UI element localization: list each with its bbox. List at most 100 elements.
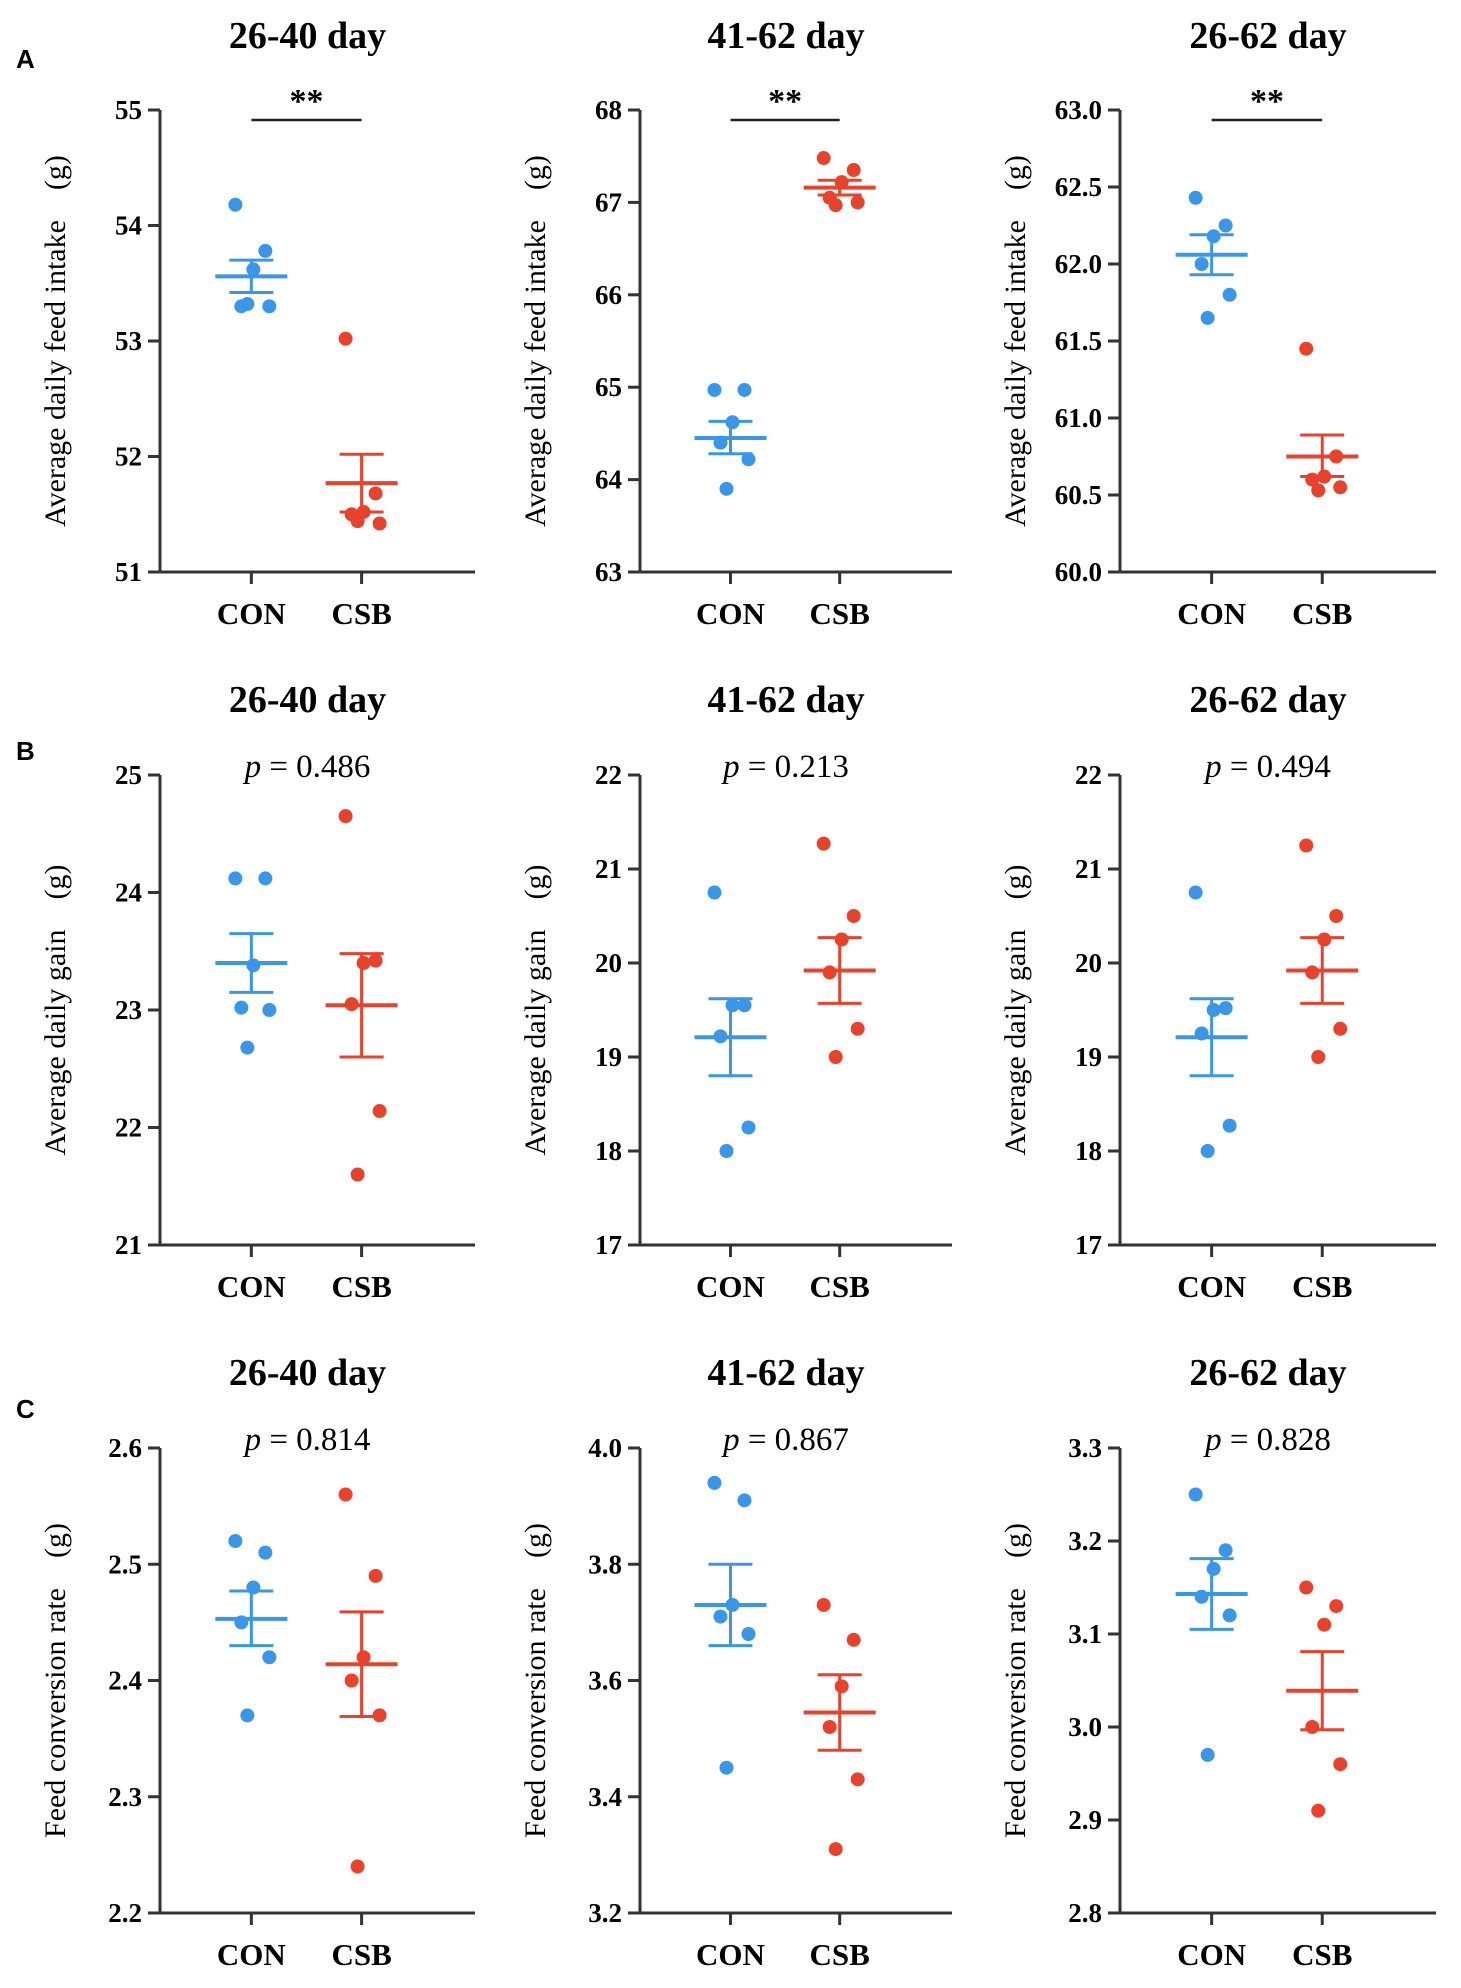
chart-9-y-tick-label: 2.9 [1068,1805,1102,1835]
chart-9-con-point [1222,1608,1237,1623]
chart-8-y-tick-label: 4.0 [588,1433,622,1463]
chart-8-title: 41-62 day [707,1352,864,1394]
chart-9-con-point [1194,1589,1209,1604]
chart-1-y-tick-label: 55 [115,95,142,125]
chart-9-y-tick-label: 3.1 [1068,1619,1102,1649]
chart-3-x-tick-label: CON [1177,596,1246,631]
chart-3-con-point [1206,229,1221,244]
chart-6-y-label: Average daily gain (g) [999,865,1032,1156]
panel-letter-a: A [16,44,35,74]
chart-8-con-point [707,1475,722,1490]
chart-5-y-tick-label: 17 [595,1230,622,1260]
chart-7-csb-point [356,1650,371,1665]
chart-2-csb-point [850,195,865,210]
chart-2-y-tick-label: 67 [595,187,622,217]
chart-3-significance-label: ** [1250,83,1284,120]
chart-7-x-tick-label: CON [217,1937,286,1972]
chart-6-y-tick-label: 20 [1075,948,1102,978]
chart-5-x-tick-label: CSB [810,1269,870,1304]
chart-8-con-point [713,1609,728,1624]
chart-4-con-point [258,871,273,886]
chart-2-y-tick-label: 66 [595,280,622,310]
chart-8-y-label: Feed conversion rate (g) [519,1523,552,1838]
chart-4-y-tick-label: 25 [115,760,142,790]
chart-1-y-tick-label: 53 [115,326,142,356]
chart-6: 26-62 day 17 18 19 20 21 22 Average daily gain … [999,679,1436,1304]
chart-1-con-point [240,297,255,312]
chart-8-x-tick-label: CON [696,1937,765,1972]
chart-4-x-tick-label: CON [217,1269,286,1304]
chart-2-y-label: Average daily feed intake (g) [519,155,552,527]
chart-6-con-point [1218,1001,1233,1016]
chart-4-p-value-label: p = 0.486 [243,749,371,785]
chart-6-csb-point [1311,1050,1326,1064]
chart-9-con-point [1206,1561,1221,1576]
chart-9-csb-point [1305,1720,1320,1734]
chart-2-y-tick-label: 68 [595,95,622,125]
chart-4-csb-point [368,953,383,968]
chart-5-con-point [719,1144,734,1158]
chart-6-y-tick-label: 17 [1075,1230,1102,1260]
chart-1-y-tick-label: 54 [115,211,142,241]
chart-7-y-tick-label: 2.3 [108,1782,142,1812]
chart-8-csb-point [828,1842,843,1857]
chart-2-csb-point [828,198,843,213]
chart-7-y-tick-label: 2.5 [108,1549,142,1579]
chart-1: 26-40 day 51 52 53 54 55 Average daily feed in… [39,15,475,631]
chart-4-y-tick-label: 21 [115,1230,142,1260]
chart-6-y-tick-label: 22 [1075,760,1102,790]
chart-2-con-point [741,452,756,467]
chart-5-y-tick-label: 20 [595,948,622,978]
chart-9-csb-point [1333,1757,1348,1772]
chart-6-con-point [1200,1144,1215,1158]
chart-3-y-tick-label: 61.0 [1055,403,1102,433]
chart-5-x-tick-label: CON [696,1269,765,1304]
chart-9-p-value-label: p = 0.828 [1203,1422,1331,1458]
chart-5-csb-point [850,1021,865,1036]
chart-2-y-tick-label: 65 [595,372,622,402]
chart-8-csb-point [816,1597,831,1612]
chart-8-csb-point [846,1632,861,1647]
chart-8-con-point [741,1627,756,1641]
chart-9-title: 26-62 day [1189,1352,1346,1394]
chart-7-con-point [240,1708,255,1723]
chart-9-con-point [1188,1487,1203,1502]
chart-8-y-tick-label: 3.2 [588,1898,622,1928]
chart-6-x-tick-label: CON [1177,1269,1246,1304]
chart-2-csb-point [816,151,831,166]
chart-4-y-label: Average daily gain (g) [39,865,72,1156]
chart-9-csb-point [1311,1803,1326,1818]
chart-1-csb-point [350,514,365,529]
chart-4-con-point [240,1040,255,1055]
chart-1-con-point [258,243,273,258]
chart-3-x-tick-label: CSB [1292,596,1352,631]
chart-2-x-tick-label: CSB [810,596,870,631]
chart-4-con-point [228,871,243,886]
chart-1-csb-point [372,516,387,531]
chart-6-con-point [1222,1118,1237,1133]
chart-4-con-point [234,1000,249,1015]
chart-6-y-tick-label: 21 [1075,854,1102,884]
chart-2-y-tick-label: 63 [595,557,622,587]
chart-5-con-point [737,998,752,1013]
chart-5-con-point [707,885,722,900]
chart-1-y-label: Average daily feed intake (g) [39,155,72,527]
chart-4-con-point [262,1003,277,1017]
chart-7-csb-point [350,1859,365,1874]
chart-3-con-point [1218,218,1233,233]
chart-7: 26-40 day 2.2 2.3 2.4 2.5 2.6 Feed conversion … [39,1352,475,1972]
chart-4-con-point [246,958,261,973]
chart-1-significance-label: ** [289,83,323,120]
chart-7-csb-point [344,1673,359,1688]
chart-1-x-tick-label: CSB [331,596,391,631]
chart-4-csb-point [338,809,353,824]
chart-4-x-tick-label: CSB [331,1269,391,1304]
chart-8-x-tick-label: CSB [810,1937,870,1972]
chart-4-csb-point [350,1167,365,1182]
chart-3-y-tick-label: 60.5 [1055,480,1102,510]
chart-7-con-point [258,1545,273,1560]
chart-9-y-label: Feed conversion rate (g) [999,1523,1032,1838]
chart-8-csb-point [850,1772,865,1787]
chart-9-y-tick-label: 3.3 [1068,1433,1102,1463]
